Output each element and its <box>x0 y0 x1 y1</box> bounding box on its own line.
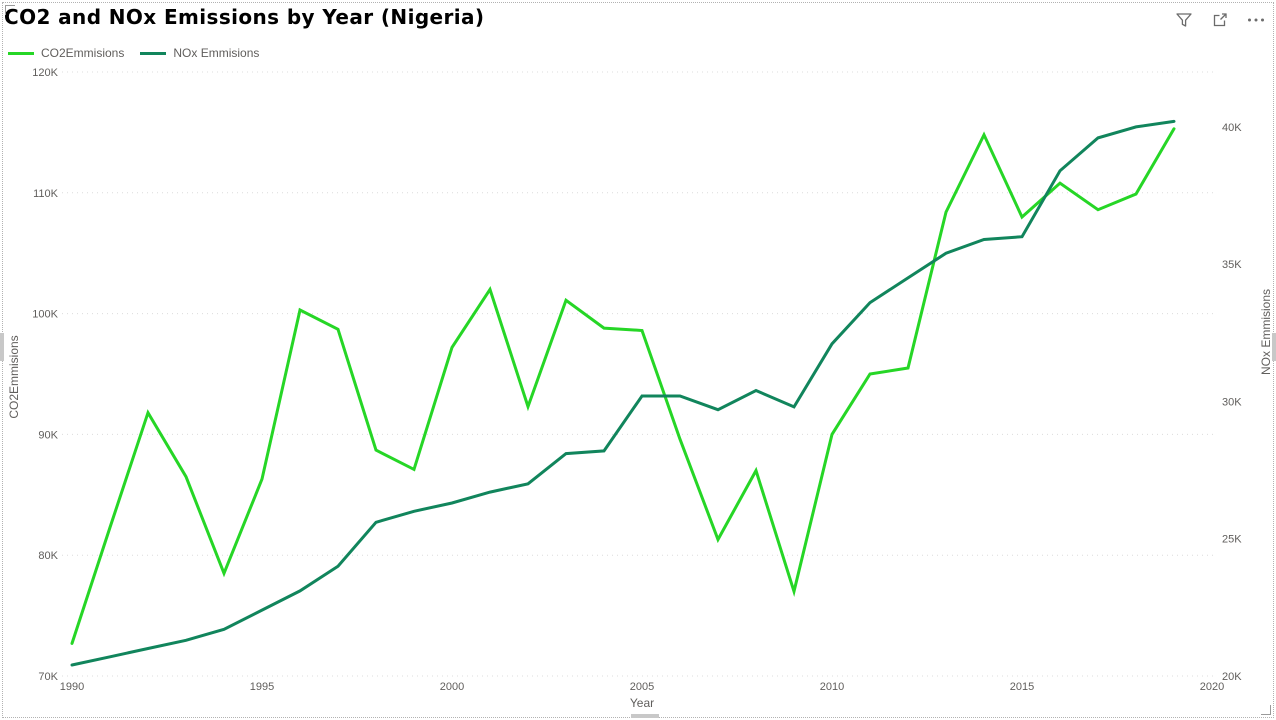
x-axis-tick-2000: 2000 <box>440 681 464 693</box>
left-axis-tick-80K: 80K <box>38 550 58 562</box>
legend-label-nox: NOx Emmisions <box>173 46 260 60</box>
legend-swatch-nox <box>140 51 167 55</box>
y-axis-title-right: NOx Emmisions <box>1259 288 1273 376</box>
x-axis-tick-1995: 1995 <box>250 681 274 693</box>
visual-title: CO2 and NOx Emissions by Year (Nigeria) <box>4 5 485 29</box>
right-axis-tick-40K: 40K <box>1222 122 1242 134</box>
legend-swatch-co2 <box>8 51 34 55</box>
x-axis-tick-2005: 2005 <box>630 681 654 693</box>
x-axis-tick-2015: 2015 <box>1010 681 1034 693</box>
x-axis-tick-1990: 1990 <box>60 681 84 693</box>
legend-label-co2: CO2Emmisions <box>41 46 125 60</box>
filter-icon[interactable] <box>1174 10 1194 30</box>
left-axis-tick-90K: 90K <box>38 429 58 441</box>
series-line-nox[interactable] <box>70 119 1176 667</box>
visual-header-toolbar <box>1174 10 1266 30</box>
legend-item-nox[interactable]: NOx Emmisions <box>140 46 259 60</box>
left-axis-tick-120K: 120K <box>32 67 58 79</box>
x-axis-tick-2010: 2010 <box>820 681 844 693</box>
x-axis-tick-2020: 2020 <box>1200 681 1224 693</box>
resize-handle-bottom[interactable] <box>631 714 659 718</box>
right-axis-tick-35K: 35K <box>1222 259 1242 271</box>
resize-handle-right[interactable] <box>1272 333 1276 361</box>
right-axis-tick-25K: 25K <box>1222 534 1242 546</box>
more-options-icon[interactable] <box>1246 10 1266 30</box>
left-axis-tick-110K: 110K <box>33 188 59 200</box>
left-axis-tick-70K: 70K <box>38 671 58 683</box>
focus-mode-icon[interactable] <box>1210 10 1230 30</box>
legend-item-co2[interactable]: CO2Emmisions <box>8 46 124 60</box>
x-axis-title: Year <box>629 696 655 710</box>
right-axis-tick-30K: 30K <box>1222 396 1242 408</box>
legend: CO2Emmisions NOx Emmisions <box>8 46 259 60</box>
right-axis-tick-20K: 20K <box>1222 671 1242 683</box>
series-line-co2[interactable] <box>70 127 1176 645</box>
left-axis-tick-100K: 100K <box>32 309 58 321</box>
y-axis-title-left: CO2Emmisions <box>7 335 21 419</box>
resize-handle-left[interactable] <box>0 333 4 361</box>
